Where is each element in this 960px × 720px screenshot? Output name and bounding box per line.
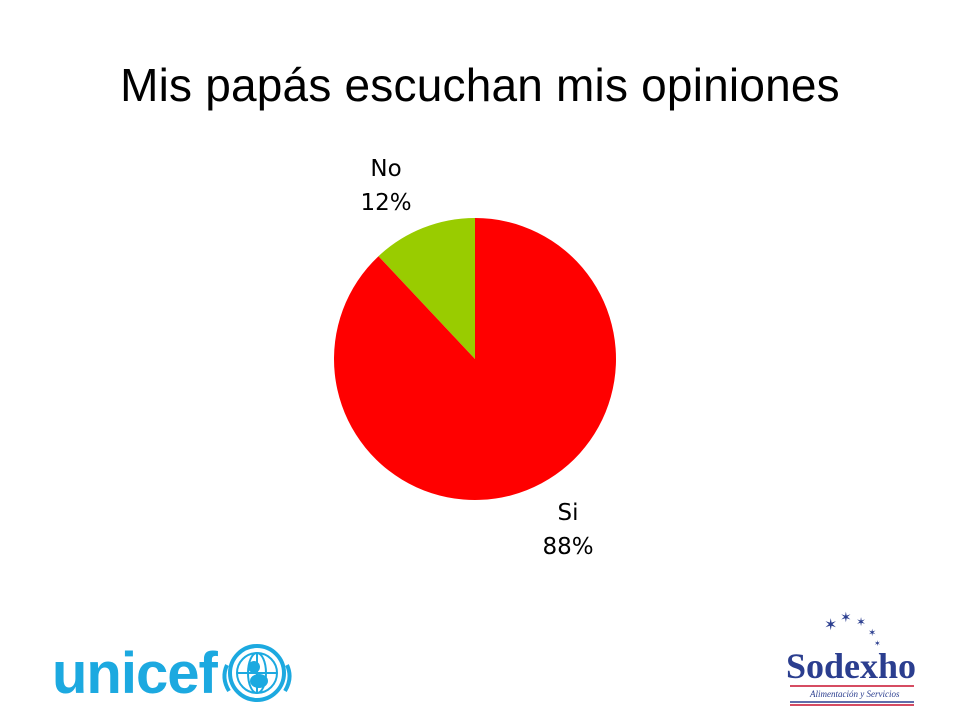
unicef-emblem-icon [222, 644, 292, 702]
stars-icon: ✶ ✶ ✶ ✶ ✶ [824, 610, 881, 648]
pie-labels: No 12% Si 88% [360, 156, 593, 560]
sodexho-wordmark: Sodexho [786, 646, 916, 686]
pie-slice-no [378, 218, 475, 359]
svg-text:✶: ✶ [856, 615, 866, 629]
unicef-wordmark: unicef [52, 641, 218, 706]
pie-slice-si [333, 218, 616, 500]
pie-label-si: Si [558, 500, 579, 526]
sodexho-tagline: Alimentación y Servicios [809, 689, 900, 699]
slide-title: Mis papás escuchan mis opiniones [120, 59, 840, 111]
svg-text:✶: ✶ [868, 628, 876, 639]
svg-text:✶: ✶ [874, 639, 881, 648]
unicef-logo: unicef [52, 641, 292, 706]
pie-label-no: No [370, 156, 401, 182]
pie-chart: No 12% Si 88% [333, 156, 616, 560]
sodexho-logo: ✶ ✶ ✶ ✶ ✶ Sodexho Alimentación y Servici… [786, 610, 916, 706]
pie-percent-no: 12% [360, 190, 411, 216]
pie-percent-si: 88% [542, 534, 593, 560]
svg-text:✶: ✶ [824, 615, 837, 634]
pie-slices [333, 218, 616, 500]
svg-text:✶: ✶ [840, 610, 852, 626]
